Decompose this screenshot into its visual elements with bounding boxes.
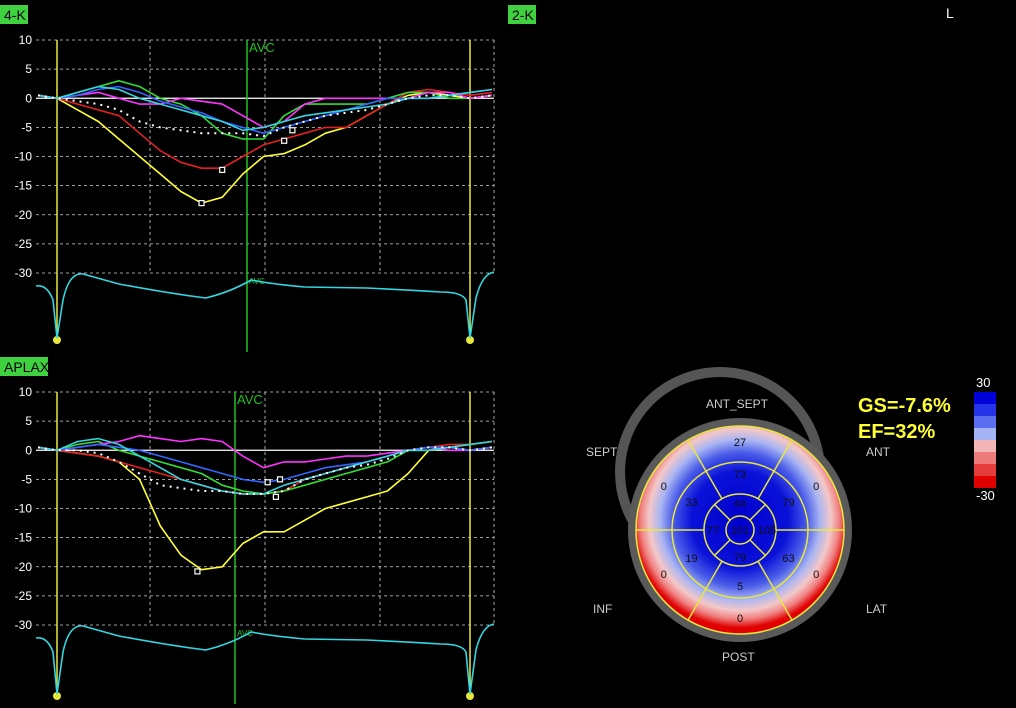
bullseye-outer-value: 0	[737, 613, 743, 625]
global-strain-label: GS=-7.6%	[858, 395, 951, 417]
color-scale-swatch	[974, 404, 996, 416]
y-tick-label: -10	[15, 502, 33, 516]
y-tick-label: 10	[19, 385, 33, 399]
color-scale-swatch	[974, 392, 996, 404]
bullseye-mid-value: 19	[685, 553, 697, 565]
cycle-marker-handle[interactable]	[53, 692, 61, 700]
bullseye-inner-value: 105	[758, 525, 776, 537]
peak-marker[interactable]	[264, 479, 271, 486]
y-tick-label: -15	[15, 179, 33, 193]
bullseye-apex-value: 101	[731, 525, 749, 537]
strain-curve	[37, 85, 493, 132]
color-scale-swatch	[974, 464, 996, 476]
strain-curve	[37, 446, 493, 495]
y-tick-label: -30	[15, 618, 33, 632]
wall-label-lat: LAT	[866, 602, 888, 616]
panel-label-badge	[0, 357, 48, 376]
ecg-trace	[35, 271, 495, 339]
peak-marker[interactable]	[194, 568, 201, 575]
bullseye-mid-value: 73	[734, 469, 746, 481]
bullseye-heatmap	[636, 426, 844, 634]
bullseye-outer-value: 0	[813, 569, 819, 581]
color-scale-swatch	[974, 416, 996, 428]
bullseye-inner-value: 77	[707, 525, 719, 537]
y-tick-label: 5	[25, 414, 32, 428]
y-tick-label: -25	[15, 589, 33, 603]
avc-label: AVC	[237, 392, 263, 407]
bullseye-mid-value: 5	[737, 581, 743, 593]
peak-marker[interactable]	[276, 476, 284, 483]
wall-label-sept: SEPT	[586, 445, 618, 459]
y-tick-label: -30	[15, 266, 33, 280]
wall-label-ant: ANT	[866, 445, 891, 459]
wall-label-post: POST	[722, 650, 755, 664]
y-tick-label: -10	[15, 150, 33, 164]
ecg-trace	[35, 623, 495, 695]
y-tick-label: 0	[25, 443, 32, 457]
y-tick-label: -25	[15, 237, 33, 251]
bullseye-mid-value: 33	[685, 497, 697, 509]
bullseye-mid-value: 63	[782, 553, 794, 565]
avc-label: AVC	[249, 40, 275, 55]
bullseye-outer-value: 0	[813, 481, 819, 493]
bullseye-outer-value: 27	[734, 437, 746, 449]
bullseye-wall-labels: ANT_SEPT SEPT ANT INF LAT POST	[586, 397, 891, 664]
bullseye-values: 27 0 0 0 0 0 73 79 63 5 19 33 44 105 79 77 101	[661, 437, 820, 625]
color-scale-swatch	[974, 452, 996, 464]
y-tick-label: 10	[19, 33, 33, 47]
panel-label: 2-K	[512, 7, 534, 23]
view-toggle-label[interactable]: L	[946, 5, 954, 21]
strain-curve	[37, 88, 493, 169]
wall-label-inf: INF	[593, 602, 612, 616]
panel-label: 4-K	[4, 7, 26, 23]
bullseye-inner-value: 44	[734, 498, 746, 510]
color-scale-swatch	[974, 476, 996, 488]
cycle-marker-handle[interactable]	[466, 336, 474, 344]
peak-marker[interactable]	[281, 137, 288, 144]
bullseye-mid-value: 79	[782, 497, 794, 509]
strain-curve	[37, 91, 493, 204]
y-tick-label: -5	[21, 472, 32, 486]
avc-small-label: AVC	[237, 629, 253, 638]
bullseye-inner-value: 79	[734, 552, 746, 564]
bullseye-outer-value: 0	[661, 569, 667, 581]
bullseye-outer-value: 0	[661, 481, 667, 493]
y-tick-label: -20	[15, 208, 33, 222]
scale-max-label: 30	[976, 375, 990, 390]
color-scale-swatch	[974, 440, 996, 452]
wall-label-ant-sept: ANT_SEPT	[706, 397, 769, 411]
panel-label-badge	[0, 5, 28, 24]
bullseye-segment-grid	[635, 425, 845, 635]
y-tick-label: 5	[25, 62, 32, 76]
color-scale-swatch	[974, 428, 996, 440]
peak-marker[interactable]	[272, 493, 279, 500]
bullseye-plot: 27 0 0 0 0 0 73 79 63 5 19 33 44 105 79 77 101 ANT_SEPT …	[586, 367, 996, 664]
panel-label-badge	[508, 5, 536, 24]
peak-marker[interactable]	[289, 127, 296, 134]
strain-panel-aplax: APLAX 10 5 0 -5 -10 -15 -20 -25 -30 AVC AVC	[0, 357, 495, 704]
scale-min-label: -30	[976, 488, 995, 503]
strain-color-scale	[974, 392, 996, 488]
cycle-marker-handle[interactable]	[53, 336, 61, 344]
y-tick-label: -15	[15, 531, 33, 545]
strain-curve	[37, 80, 493, 140]
peak-marker[interactable]	[198, 200, 205, 207]
cycle-marker-handle[interactable]	[466, 692, 474, 700]
y-tick-label: -5	[21, 120, 32, 134]
ejection-fraction-label: EF=32%	[858, 421, 935, 443]
strain-curve	[37, 94, 493, 138]
y-tick-label: -20	[15, 560, 33, 574]
panel-label: APLAX	[4, 359, 50, 375]
peak-marker[interactable]	[219, 166, 226, 173]
y-tick-label: 0	[25, 91, 32, 105]
